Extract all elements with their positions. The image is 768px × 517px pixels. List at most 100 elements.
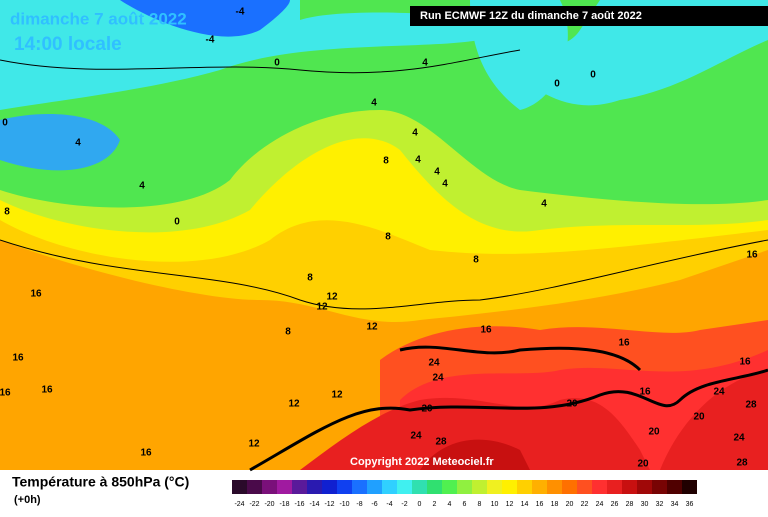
colorbar-cell — [577, 480, 592, 494]
run-box — [410, 6, 768, 26]
contour-label: 16 — [12, 353, 24, 364]
contour-label: 20 — [648, 427, 660, 438]
contour-label: 20 — [566, 399, 578, 410]
contour-label: 12 — [248, 439, 260, 450]
colorbar-cell — [487, 480, 502, 494]
copyright: Copyright 2022 Meteociel.fr — [350, 456, 494, 468]
colorbar-label: 30 — [641, 501, 649, 508]
colorbar-label: 28 — [626, 501, 634, 508]
contour-label: 16 — [140, 448, 152, 459]
colorbar-label: -8 — [356, 501, 362, 508]
colorbar-cell — [277, 480, 292, 494]
colorbar-label: 26 — [611, 501, 619, 508]
colorbar-cell — [667, 480, 682, 494]
colorbar-label: 22 — [581, 501, 589, 508]
contour-label: 12 — [316, 302, 328, 313]
contour-label: 4 — [415, 155, 421, 166]
colorbar-cell — [637, 480, 652, 494]
contour-label: 0 — [274, 58, 280, 69]
colorbar-cell — [232, 480, 247, 494]
colorbar-cell — [502, 480, 517, 494]
colorbar-cell — [292, 480, 307, 494]
colorbar-label: 0 — [418, 501, 422, 508]
colorbar-cell — [352, 480, 367, 494]
contour-label: 24 — [428, 358, 440, 369]
contour-label: 8 — [307, 273, 313, 284]
contour-label: 12 — [366, 322, 378, 333]
colorbar-label: -16 — [294, 501, 304, 508]
contour-label: 0 — [174, 217, 180, 228]
colorbar-cell — [382, 480, 397, 494]
colorbar-label: 10 — [491, 501, 499, 508]
colorbar-label: -12 — [324, 501, 334, 508]
colorbar-cell — [652, 480, 667, 494]
colorbar-cell — [397, 480, 412, 494]
colorbar-label: -6 — [371, 501, 377, 508]
colorbar-label: -4 — [386, 501, 392, 508]
colorbar-cell — [247, 480, 262, 494]
colorbar-label: 32 — [656, 501, 664, 508]
contour-label: 4 — [541, 199, 547, 210]
map-field — [0, 0, 768, 472]
contour-label: -4 — [236, 7, 245, 18]
contour-label: 8 — [383, 156, 389, 167]
contour-label: 12 — [288, 399, 300, 410]
contour-label: 28 — [435, 437, 447, 448]
colorbar-cell — [307, 480, 322, 494]
contour-label: 8 — [285, 327, 291, 338]
contour-label: 16 — [480, 325, 492, 336]
colorbar-cell — [442, 480, 457, 494]
contour-label: 8 — [473, 255, 479, 266]
colorbar-cell — [532, 480, 547, 494]
colorbar-cell — [322, 480, 337, 494]
contour-label: 4 — [139, 181, 145, 192]
contour-label: 4 — [434, 167, 440, 178]
colorbar-label: 18 — [551, 501, 559, 508]
contour-label: 8 — [4, 207, 10, 218]
contour-label: 24 — [432, 373, 444, 384]
colorbar-label: -18 — [279, 501, 289, 508]
colorbar-label: -2 — [401, 501, 407, 508]
contour-label: 0 — [2, 118, 8, 129]
contour-label: 20 — [693, 412, 705, 423]
contour-label: 4 — [75, 138, 81, 149]
colorbar-cell — [427, 480, 442, 494]
contour-label: 24 — [410, 431, 422, 442]
contour-label: 20 — [421, 404, 433, 415]
colorbar-label: -24 — [234, 501, 244, 508]
date-label: dimanche 7 août 2022 — [10, 9, 187, 28]
colorbar-cell — [592, 480, 607, 494]
colorbar-label: -14 — [309, 501, 319, 508]
colorbar-cell — [472, 480, 487, 494]
colorbar-cell — [337, 480, 352, 494]
colorbar-label: 12 — [506, 501, 514, 508]
colorbar-cell — [367, 480, 382, 494]
contour-label: 4 — [442, 179, 448, 190]
colorbar-label: 2 — [433, 501, 437, 508]
contour-label: 0 — [590, 70, 596, 81]
colorbar-cell — [412, 480, 427, 494]
legend-title: Température à 850hPa (°C) — [12, 474, 189, 490]
colorbar-cell — [262, 480, 277, 494]
contour-label: 16 — [746, 250, 758, 261]
contour-label: -4 — [206, 35, 215, 46]
contour-label: 24 — [713, 387, 725, 398]
colorbar-label: 16 — [536, 501, 544, 508]
colorbar-cell — [622, 480, 637, 494]
colorbar-label: 8 — [478, 501, 482, 508]
colorbar: -24 -22 -20 -18 -16 -14 -12 -10 -8 -6 -4 -2 0 2 4 6 8 10 1… — [232, 480, 697, 508]
contour-label: 4 — [412, 128, 418, 139]
contour-label: 28 — [745, 400, 757, 411]
time-label: 14:00 locale — [14, 34, 122, 55]
legend-subtitle: (+0h) — [14, 494, 41, 506]
contour-label: 28 — [736, 458, 748, 469]
colorbar-label: 24 — [596, 501, 604, 508]
contour-label: 12 — [331, 390, 343, 401]
colorbar-label: 20 — [566, 501, 574, 508]
contour-label: 12 — [326, 292, 338, 303]
colorbar-label: 4 — [448, 501, 452, 508]
run-label: Run ECMWF 12Z du dimanche 7 août 2022 — [420, 10, 642, 22]
contour-label: 4 — [422, 58, 428, 69]
